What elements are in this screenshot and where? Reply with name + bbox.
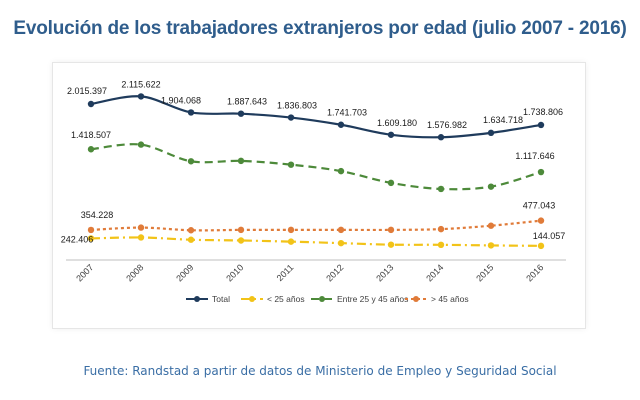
data-point-45-a-os-2013 — [387, 226, 395, 234]
chart-frame — [52, 62, 586, 329]
data-point-25-a-os-2013 — [387, 241, 395, 248]
data-point-45-a-os-2011 — [287, 226, 295, 234]
data-point-25-a-os-2007 — [87, 235, 95, 242]
legend-marker-entre-25-y-45-a-os — [319, 296, 325, 302]
series-line-total — [90, 95, 542, 139]
data-label-total-2008: 2.115.622 — [121, 79, 160, 89]
data-point-25-a-os-2016 — [537, 242, 545, 250]
x-tick-label-2008: 2008 — [124, 262, 145, 283]
data-point-entre-25-y-45-a-os-2011 — [287, 161, 295, 168]
data-label-total-2014: 1.576.982 — [427, 120, 467, 130]
x-tick-label-2014: 2014 — [424, 262, 445, 283]
data-point-entre-25-y-45-a-os-2012 — [337, 167, 345, 175]
data-point-45-a-os-2015 — [487, 222, 495, 229]
data-label-25-a-os-2016: 144.057 — [533, 231, 566, 241]
data-point-total-2009 — [187, 109, 195, 116]
data-label-entre-25-y-45-a-os-2007: 1.418.507 — [71, 130, 111, 140]
series-line-45-a-os — [90, 219, 542, 232]
x-tick-label-2012: 2012 — [324, 262, 345, 283]
data-point-entre-25-y-45-a-os-2009 — [187, 158, 195, 165]
x-tick-label-2011: 2011 — [275, 262, 296, 283]
legend-label-45-a-os: > 45 años — [431, 294, 469, 304]
data-point-entre-25-y-45-a-os-2008 — [137, 141, 145, 148]
legend-marker-total — [194, 296, 200, 302]
data-point-25-a-os-2009 — [187, 236, 195, 243]
data-label-total-2012: 1.741.703 — [327, 108, 367, 118]
data-label-total-2007: 2.015.397 — [67, 86, 107, 96]
data-point-45-a-os-2012 — [337, 226, 345, 234]
data-label-entre-25-y-45-a-os-2016: 1.117.646 — [515, 151, 554, 161]
data-label-25-a-os-2007: 242.406 — [61, 234, 94, 244]
data-point-45-a-os-2016 — [537, 217, 545, 224]
data-point-entre-25-y-45-a-os-2015 — [487, 183, 495, 190]
data-point-total-2012 — [337, 121, 345, 128]
data-point-total-2010 — [237, 110, 245, 117]
x-tick-label-2013: 2013 — [374, 262, 395, 283]
data-point-25-a-os-2015 — [487, 242, 495, 249]
series-line-25-a-os — [90, 236, 542, 247]
data-label-45-a-os-2016: 477.043 — [523, 201, 556, 211]
data-label-total-2013: 1.609.180 — [377, 118, 417, 128]
chart-title: Evolución de los trabajadores extranjero… — [13, 18, 627, 39]
data-point-25-a-os-2008 — [137, 234, 145, 241]
data-label-45-a-os-2007: 354.228 — [81, 210, 114, 220]
data-point-45-a-os-2014 — [437, 225, 445, 233]
data-point-total-2016 — [537, 121, 545, 129]
x-tick-label-2015: 2015 — [474, 262, 495, 283]
data-point-entre-25-y-45-a-os-2007 — [87, 146, 95, 153]
data-point-45-a-os-2010 — [237, 226, 245, 234]
data-point-entre-25-y-45-a-os-2010 — [237, 157, 245, 165]
data-point-total-2008 — [137, 93, 145, 100]
legend-label-total: Total — [212, 294, 230, 304]
data-point-total-2015 — [487, 129, 495, 137]
x-tick-label-2009: 2009 — [174, 262, 195, 283]
data-label-total-2010: 1.887.643 — [227, 97, 267, 107]
source-note: Fuente: Randstad a partir de datos de Mi… — [83, 364, 557, 378]
data-label-total-2009: 1.904.068 — [161, 95, 201, 105]
data-point-entre-25-y-45-a-os-2016 — [537, 168, 545, 176]
data-point-25-a-os-2011 — [287, 238, 295, 245]
data-point-45-a-os-2009 — [187, 227, 195, 234]
data-point-entre-25-y-45-a-os-2013 — [387, 179, 395, 187]
data-label-total-2015: 1.634.718 — [483, 115, 523, 125]
data-point-25-a-os-2010 — [237, 237, 245, 244]
legend-label-25-a-os: < 25 años — [267, 294, 305, 304]
data-point-entre-25-y-45-a-os-2014 — [437, 185, 445, 193]
data-point-45-a-os-2008 — [137, 224, 145, 231]
series-line-entre-25-y-45-a-os — [90, 143, 542, 191]
data-point-total-2013 — [387, 131, 395, 138]
legend-label-entre-25-y-45-a-os: Entre 25 y 45 años — [337, 294, 408, 304]
legend-marker-25-a-os — [249, 296, 255, 302]
data-point-total-2007 — [87, 100, 95, 108]
x-tick-label-2016: 2016 — [524, 262, 545, 283]
data-point-25-a-os-2012 — [337, 239, 345, 247]
x-tick-label-2007: 2007 — [74, 262, 95, 283]
data-point-total-2011 — [287, 114, 295, 121]
data-label-total-2011: 1.836.803 — [277, 101, 317, 111]
data-point-25-a-os-2014 — [437, 241, 445, 249]
x-tick-label-2010: 2010 — [224, 262, 245, 283]
data-point-45-a-os-2007 — [87, 226, 95, 234]
legend-marker-45-a-os — [413, 296, 419, 302]
data-label-total-2016: 1.738.806 — [523, 107, 563, 117]
data-point-total-2014 — [437, 134, 445, 141]
